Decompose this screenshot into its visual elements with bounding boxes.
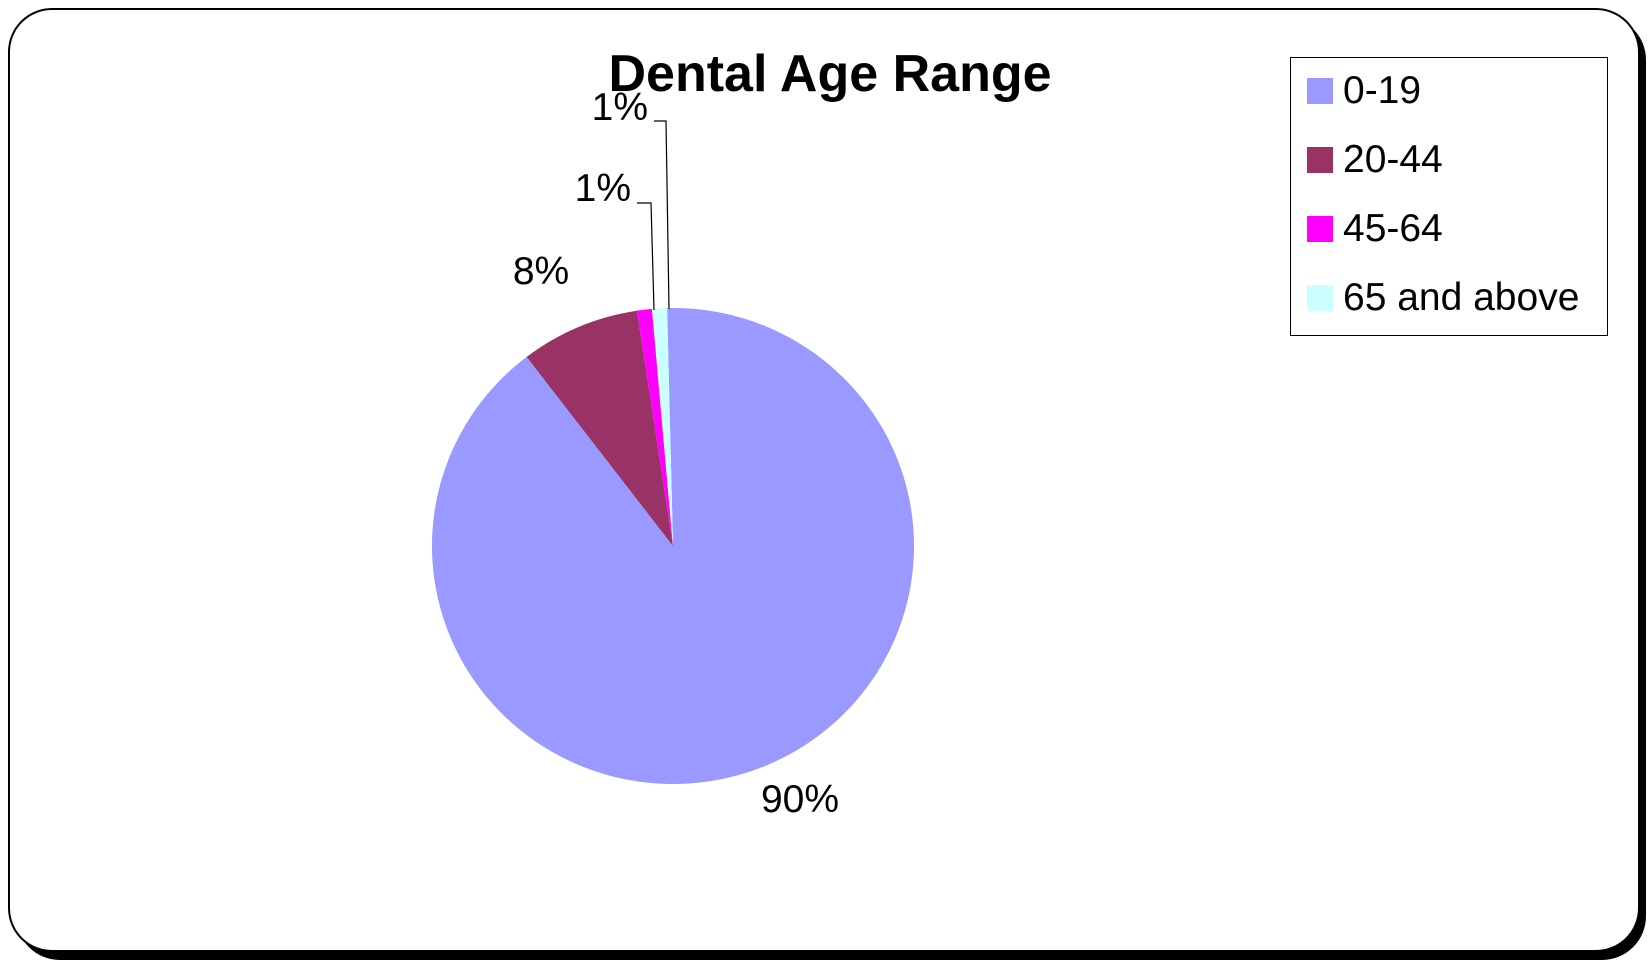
legend-item-65-and-above: 65 and above [1307, 273, 1579, 323]
legend-label: 45-64 [1343, 207, 1443, 250]
legend-swatch [1307, 216, 1333, 242]
pie-slice-45-64 [636, 308, 673, 546]
legend-label: 0-19 [1343, 69, 1422, 112]
data-label-20-44: 8% [513, 250, 569, 293]
legend-swatch [1307, 147, 1333, 173]
data-label-65-and-above: 1% [592, 86, 648, 129]
pie-slice-20-44 [526, 310, 673, 546]
legend-swatch [1307, 285, 1333, 311]
leader-lines [637, 120, 670, 311]
legend-label: 20-44 [1343, 138, 1443, 181]
pie-slice-65-and-above [651, 308, 673, 546]
legend-swatch [1307, 78, 1333, 104]
leader-line-45-64 [637, 202, 655, 311]
legend-item-0-19: 0-19 [1307, 66, 1421, 116]
data-label-45-64: 1% [575, 167, 631, 210]
legend-label: 65 and above [1343, 276, 1580, 319]
legend-item-20-44: 20-44 [1307, 135, 1443, 185]
chart-title: Dental Age Range [608, 45, 1052, 103]
data-labels: 90%8%1%1% [513, 86, 839, 821]
data-label-0-19: 90% [761, 778, 839, 821]
legend: 0-19 20-44 45-64 65 and above [1290, 57, 1608, 336]
legend-item-45-64: 45-64 [1307, 204, 1443, 254]
leader-line-65-and-above [654, 120, 670, 310]
pie-slices [431, 307, 914, 784]
pie-slice-0-19 [431, 307, 914, 784]
